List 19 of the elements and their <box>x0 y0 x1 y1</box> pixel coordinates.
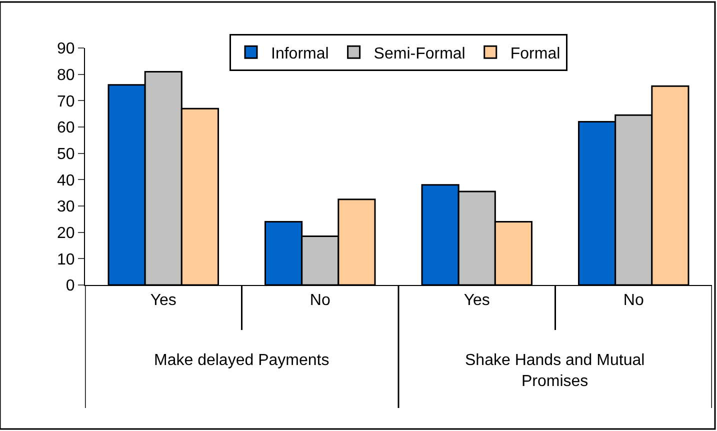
x-tick-label: Yes <box>150 292 176 310</box>
legend-label: Formal <box>510 45 560 62</box>
y-tick-label: 0 <box>66 278 75 295</box>
y-tick-label: 60 <box>57 120 75 137</box>
legend-label: Semi-Formal <box>374 45 466 62</box>
x-tick-label: No <box>310 292 330 310</box>
text: Make delayed Payments <box>154 352 330 369</box>
y-tick-label: 10 <box>57 251 75 268</box>
x-tick-label: Yes <box>464 292 490 310</box>
legend-label: Informal <box>271 45 329 62</box>
y-tick-label: 90 <box>57 40 75 58</box>
x-tick-label: No <box>623 292 644 310</box>
y-tick-label: 80 <box>57 66 75 84</box>
y-tick-label: 50 <box>57 146 75 163</box>
text: Shake Hands and Mutual Promises <box>465 352 645 390</box>
y-tick-label: 70 <box>57 93 75 110</box>
y-tick-label: 30 <box>57 198 75 216</box>
y-tick-label: 40 <box>57 172 75 190</box>
y-tick-label: 20 <box>57 224 75 242</box>
